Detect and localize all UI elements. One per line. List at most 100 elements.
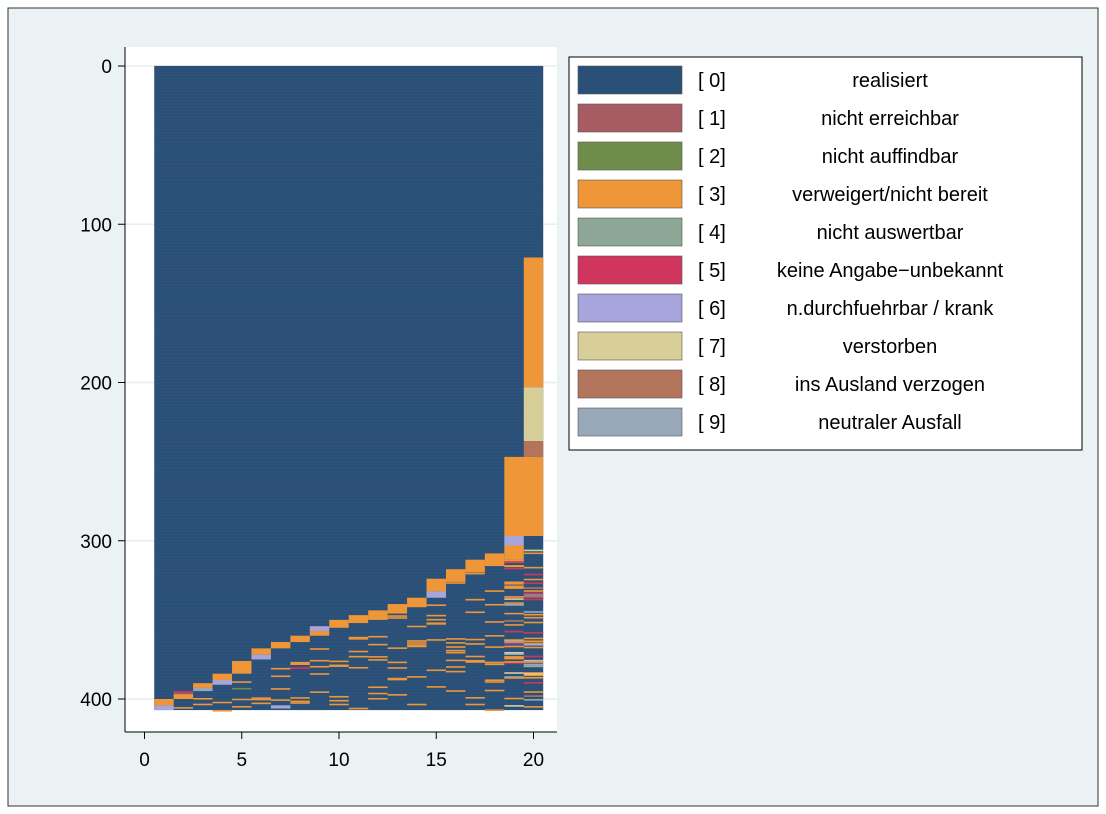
cells-state-3 — [484, 679, 505, 682]
cells-state-3 — [329, 660, 349, 663]
cells-state-3 — [504, 677, 524, 679]
cells-state-3 — [270, 667, 291, 670]
cells-state-5 — [504, 642, 524, 645]
cells-state-8 — [523, 695, 544, 697]
cells-state-3 — [232, 706, 252, 708]
cells-state-3 — [523, 642, 544, 645]
cells-state-9 — [523, 611, 544, 613]
cells-state-3 — [212, 673, 233, 681]
cells-state-3 — [445, 646, 466, 648]
cells-state-3 — [232, 681, 252, 683]
cells-state-3 — [445, 582, 466, 584]
cells-state-7 — [504, 651, 524, 654]
cells-state-3 — [348, 615, 369, 624]
legend-code: [ 5] — [698, 260, 726, 282]
cells-state-3 — [426, 614, 446, 617]
legend-swatch — [577, 331, 683, 361]
cells-state-3 — [387, 677, 408, 680]
cells-state-3 — [504, 624, 524, 626]
cells-state-3 — [465, 655, 485, 658]
y-tick-label: 200 — [80, 374, 112, 395]
axes: 0 100 200 300 400 0 5 10 15 20 — [80, 47, 557, 771]
cells-state-3 — [445, 666, 466, 668]
cells-state-3 — [368, 697, 388, 700]
cells-state-3 — [270, 699, 291, 701]
cells-state-3 — [523, 672, 544, 674]
cells-state-3 — [523, 578, 544, 581]
cells-state-3 — [504, 661, 524, 663]
outer-frame — [7, 7, 1099, 807]
cells-state-3 — [523, 637, 544, 640]
legend-label: nicht erreichbar — [821, 108, 959, 130]
cells-state-3 — [368, 610, 388, 620]
cells-state-3 — [309, 691, 330, 693]
cells-state-5 — [523, 655, 544, 658]
cells-state-5 — [523, 598, 544, 601]
sequence-cells — [154, 65, 544, 712]
legend-swatch — [577, 293, 683, 323]
cells-state-3 — [290, 700, 310, 703]
cells-state-3 — [504, 612, 524, 615]
cells-state-3 — [407, 640, 427, 642]
legend-swatch — [577, 65, 683, 95]
cells-state-3 — [407, 642, 427, 644]
x-tick-label: 10 — [328, 750, 349, 771]
cells-state-9 — [523, 663, 544, 666]
cells-state-3 — [504, 546, 524, 549]
cells-state-3 — [504, 639, 524, 641]
cells-state-3 — [445, 651, 466, 654]
cells-state-3 — [309, 630, 330, 636]
cells-state-3 — [387, 694, 408, 696]
cells-state-3 — [407, 645, 427, 648]
cells-state-9 — [523, 699, 544, 701]
cells-state-3 — [465, 703, 485, 706]
cells-state-3 — [504, 657, 524, 660]
cells-state-8 — [523, 587, 544, 589]
cells-state-3 — [465, 559, 485, 573]
cells-state-3 — [270, 688, 291, 690]
cells-state-9 — [504, 641, 524, 643]
cells-state-6 — [251, 654, 271, 660]
legend-code: [ 7] — [698, 336, 726, 358]
cells-state-1 — [173, 692, 194, 695]
cells-state-3 — [426, 639, 446, 641]
legend-swatch — [577, 103, 683, 133]
cells-state-3 — [504, 697, 524, 700]
cells-state-3 — [523, 621, 544, 624]
cells-state-3 — [270, 675, 291, 678]
cells-state-9 — [504, 676, 524, 678]
cells-state-3 — [348, 707, 369, 710]
cells-state-3 — [368, 692, 388, 695]
cells-state-3 — [523, 257, 544, 388]
y-tick-label: 400 — [80, 690, 112, 711]
cells-state-3 — [407, 703, 427, 706]
cells-state-5 — [504, 662, 524, 664]
cells-state-5 — [523, 582, 544, 585]
cells-state-3 — [387, 615, 408, 617]
cells-state-3 — [445, 690, 466, 692]
cells-state-3 — [407, 644, 427, 646]
cells-state-8 — [523, 441, 544, 457]
cells-state-3 — [504, 545, 524, 560]
cells-state-3 — [465, 572, 485, 575]
cells-state-8 — [523, 596, 544, 598]
cells-state-3 — [523, 691, 544, 693]
cells-state-3 — [426, 686, 446, 688]
y-tick-label: 0 — [101, 57, 112, 78]
cells-state-3 — [407, 676, 427, 678]
cells-state-3 — [484, 681, 505, 683]
legend-label: verstorben — [843, 336, 938, 358]
cells-state-3 — [523, 613, 544, 616]
legend-label: verweigert/nicht bereit — [792, 184, 988, 206]
cells-state-3 — [329, 703, 349, 706]
cells-state-3 — [465, 638, 485, 641]
cells-state-3 — [154, 699, 174, 706]
legend-label: nicht auffindbar — [822, 146, 959, 168]
legend-code: [ 0] — [698, 70, 726, 92]
cells-state-5 — [504, 561, 524, 563]
legend-code: [ 1] — [698, 108, 726, 130]
legend-code: [ 8] — [698, 374, 726, 396]
cells-state-6 — [309, 626, 330, 631]
cells-state-3 — [251, 648, 271, 655]
legend-label: realisiert — [852, 70, 928, 92]
